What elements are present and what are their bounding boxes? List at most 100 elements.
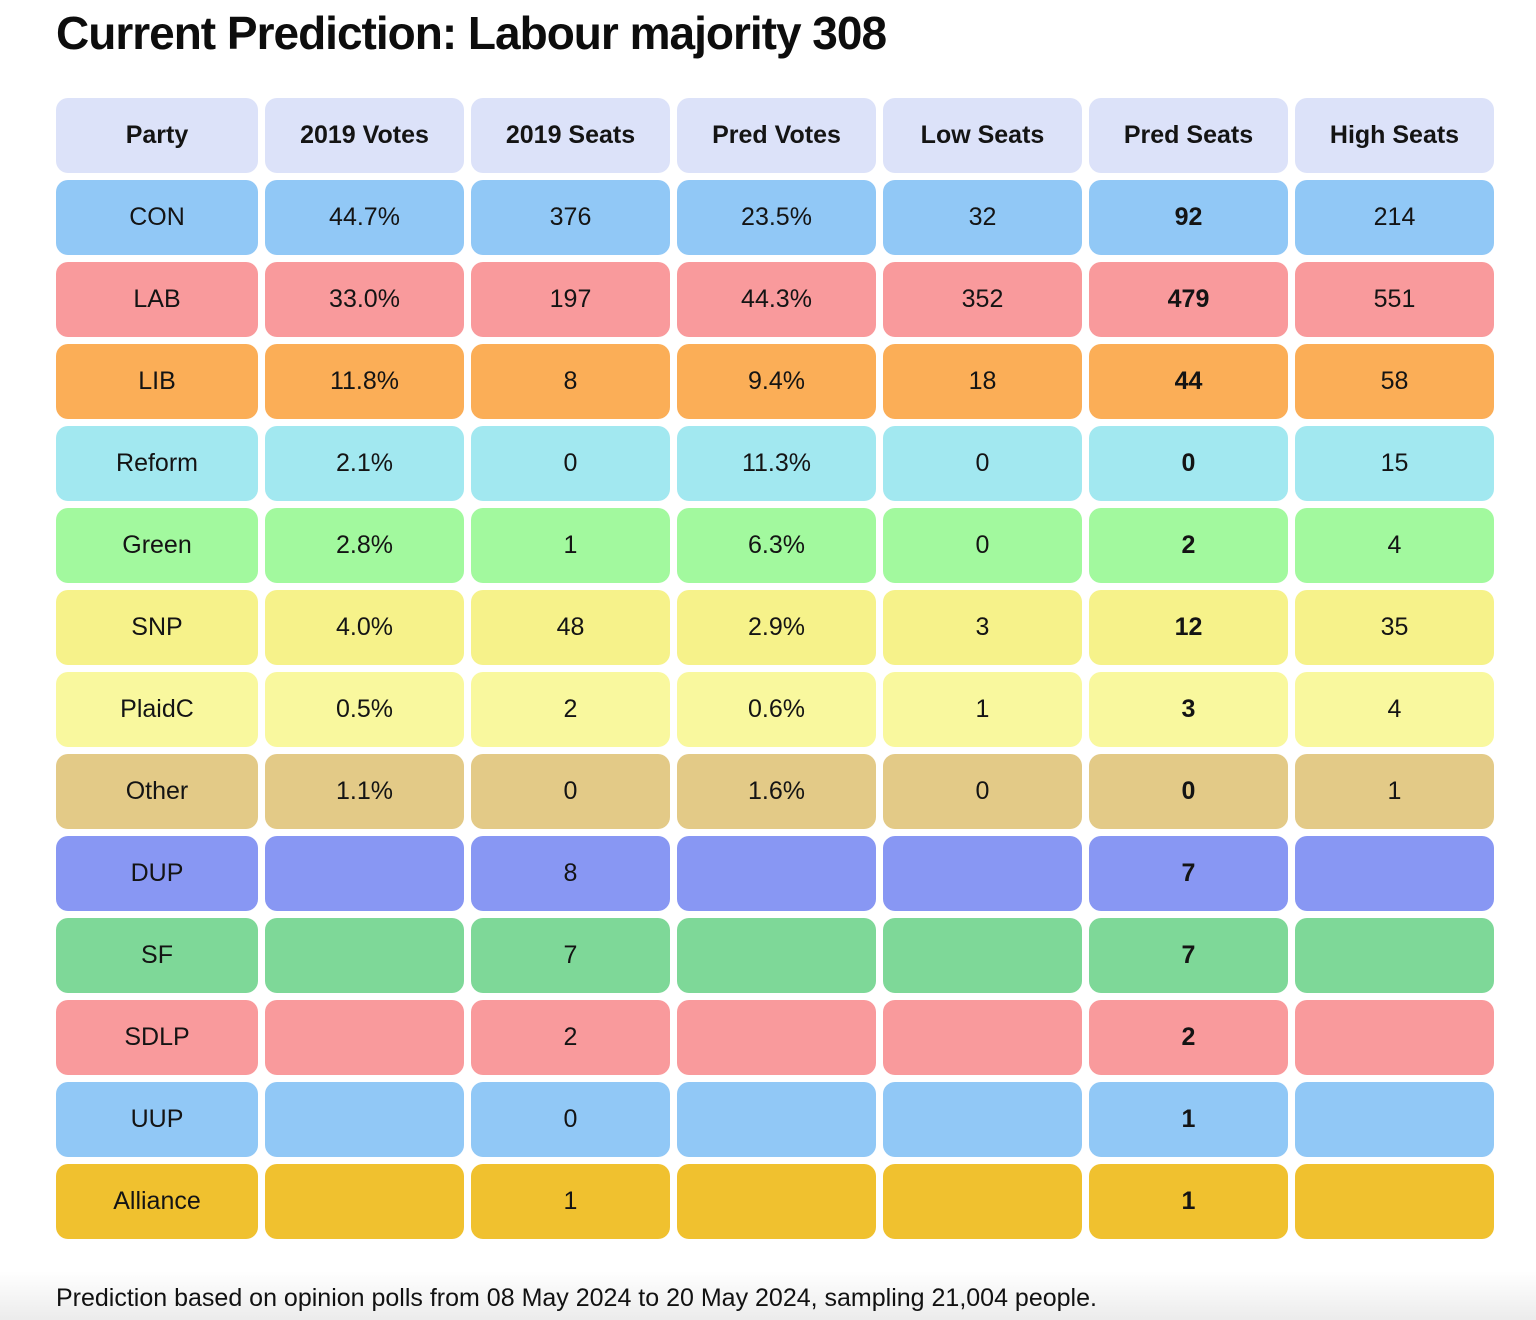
party-cell: SDLP [56,1000,258,1075]
value-cell: 1 [1089,1082,1288,1157]
value-cell: 35 [1295,590,1494,665]
value-cell [265,918,464,993]
value-cell: 4 [1295,672,1494,747]
value-cell [1295,1000,1494,1075]
value-cell: 44.7% [265,180,464,255]
party-cell: CON [56,180,258,255]
page-title: Current Prediction: Labour majority 308 [56,7,887,59]
party-cell: Other [56,754,258,829]
party-cell: Reform [56,426,258,501]
value-cell [677,1164,876,1239]
value-cell: 44 [1089,344,1288,419]
value-cell: 18 [883,344,1082,419]
value-cell: 3 [883,590,1082,665]
value-cell: 4 [1295,508,1494,583]
value-cell: 32 [883,180,1082,255]
value-cell: 0 [883,754,1082,829]
value-cell: 23.5% [677,180,876,255]
value-cell: 0.6% [677,672,876,747]
header-cell: 2019 Seats [471,98,670,173]
value-cell [883,1000,1082,1075]
value-cell: 376 [471,180,670,255]
value-cell: 7 [1089,918,1288,993]
party-cell: DUP [56,836,258,911]
value-cell [677,1000,876,1075]
value-cell: 2 [471,672,670,747]
value-cell: 11.3% [677,426,876,501]
value-cell: 2.9% [677,590,876,665]
value-cell [883,918,1082,993]
value-cell: 2.1% [265,426,464,501]
value-cell: 2 [1089,508,1288,583]
prediction-table: Party 2019 Votes 2019 Seats Pred Votes Low S… [56,98,1494,1239]
value-cell: 479 [1089,262,1288,337]
party-cell: LIB [56,344,258,419]
header-cell: Party [56,98,258,173]
value-cell [883,836,1082,911]
party-cell: Green [56,508,258,583]
party-cell: SNP [56,590,258,665]
value-cell: 2.8% [265,508,464,583]
header-cell: 2019 Votes [265,98,464,173]
value-cell: 44.3% [677,262,876,337]
value-cell: 197 [471,262,670,337]
value-cell [677,1082,876,1157]
value-cell: 1 [471,508,670,583]
value-cell: 3 [1089,672,1288,747]
value-cell: 0 [471,754,670,829]
value-cell [1295,918,1494,993]
value-cell: 15 [1295,426,1494,501]
page-bottom-shade [0,1271,1536,1320]
value-cell: 7 [1089,836,1288,911]
value-cell: 1 [883,672,1082,747]
value-cell [265,836,464,911]
party-cell: UUP [56,1082,258,1157]
value-cell: 0 [471,1082,670,1157]
value-cell [883,1164,1082,1239]
value-cell: 1.1% [265,754,464,829]
value-cell: 2 [471,1000,670,1075]
value-cell: 9.4% [677,344,876,419]
value-cell: 214 [1295,180,1494,255]
value-cell: 7 [471,918,670,993]
header-cell: Pred Votes [677,98,876,173]
value-cell: 352 [883,262,1082,337]
value-cell: 8 [471,344,670,419]
value-cell: 0 [1089,426,1288,501]
party-cell: LAB [56,262,258,337]
value-cell: 58 [1295,344,1494,419]
value-cell: 4.0% [265,590,464,665]
value-cell: 0.5% [265,672,464,747]
value-cell: 48 [471,590,670,665]
value-cell: 6.3% [677,508,876,583]
value-cell: 8 [471,836,670,911]
value-cell [265,1164,464,1239]
value-cell: 1 [471,1164,670,1239]
value-cell: 1 [1295,754,1494,829]
value-cell [265,1082,464,1157]
value-cell [1295,836,1494,911]
value-cell: 0 [1089,754,1288,829]
value-cell: 0 [883,426,1082,501]
party-cell: Alliance [56,1164,258,1239]
value-cell [883,1082,1082,1157]
value-cell: 92 [1089,180,1288,255]
header-cell: Pred Seats [1089,98,1288,173]
prediction-footnote: Prediction based on opinion polls from 0… [56,1284,1097,1312]
party-cell: PlaidC [56,672,258,747]
header-cell: High Seats [1295,98,1494,173]
value-cell [677,836,876,911]
party-cell: SF [56,918,258,993]
value-cell [1295,1164,1494,1239]
value-cell: 551 [1295,262,1494,337]
header-cell: Low Seats [883,98,1082,173]
value-cell: 33.0% [265,262,464,337]
value-cell: 2 [1089,1000,1288,1075]
value-cell: 1.6% [677,754,876,829]
value-cell: 0 [471,426,670,501]
value-cell [1295,1082,1494,1157]
value-cell: 11.8% [265,344,464,419]
value-cell: 1 [1089,1164,1288,1239]
value-cell: 0 [883,508,1082,583]
value-cell [265,1000,464,1075]
